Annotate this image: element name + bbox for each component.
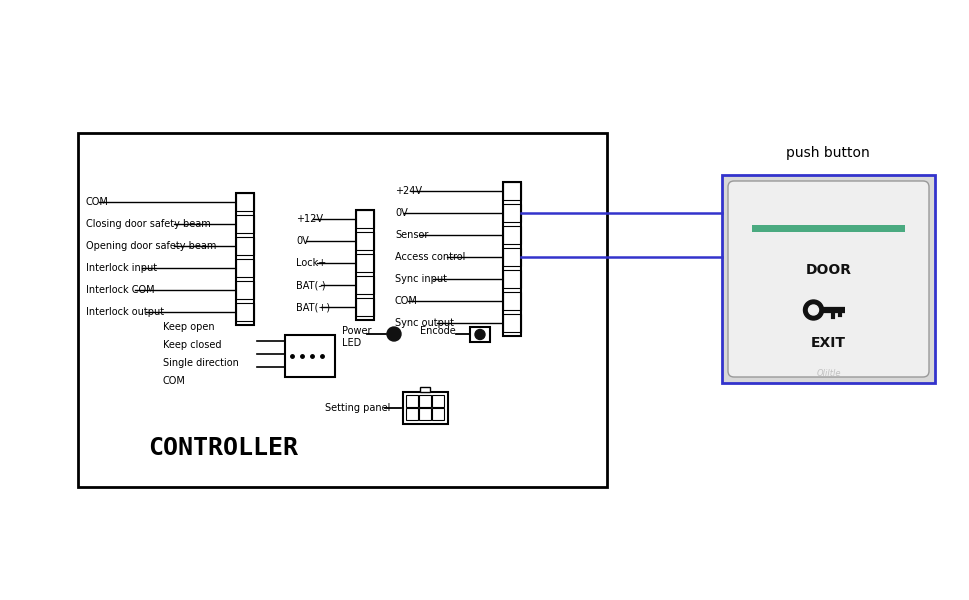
Bar: [503, 248, 520, 266]
Circle shape: [475, 329, 484, 340]
Bar: [419, 408, 430, 420]
Bar: [235, 303, 254, 321]
Bar: [503, 314, 520, 332]
Text: Closing door safety beam: Closing door safety beam: [86, 219, 210, 229]
Bar: [356, 254, 374, 272]
Bar: [431, 408, 444, 420]
Bar: [419, 395, 430, 407]
Bar: [235, 281, 254, 299]
Text: +12V: +12V: [296, 214, 323, 224]
Text: Encode: Encode: [420, 326, 455, 336]
FancyBboxPatch shape: [728, 181, 928, 377]
Text: Sensor: Sensor: [394, 230, 428, 240]
Text: Power: Power: [342, 326, 371, 336]
Text: Oliltle: Oliltle: [815, 368, 840, 377]
Bar: [503, 204, 520, 222]
Bar: [356, 210, 374, 228]
Bar: [503, 270, 520, 288]
Text: COM: COM: [394, 296, 418, 306]
Bar: [503, 292, 520, 310]
Text: Opening door safety beam: Opening door safety beam: [86, 241, 216, 251]
Text: LED: LED: [342, 338, 360, 348]
Text: CONTROLLER: CONTROLLER: [148, 436, 297, 460]
Bar: [235, 193, 254, 211]
Bar: [356, 232, 374, 250]
Text: Interlock output: Interlock output: [86, 307, 164, 317]
Text: +24V: +24V: [394, 186, 422, 196]
Circle shape: [387, 327, 400, 341]
Bar: [78, 133, 607, 487]
Bar: [751, 225, 904, 232]
Text: 0V: 0V: [394, 208, 407, 218]
Text: Interlock COM: Interlock COM: [86, 285, 154, 295]
Bar: [503, 226, 520, 244]
Bar: [503, 182, 520, 200]
Bar: [285, 335, 334, 377]
Text: Keep closed: Keep closed: [163, 340, 221, 350]
Bar: [402, 392, 448, 424]
Text: BAT(-): BAT(-): [296, 280, 326, 290]
Text: Interlock input: Interlock input: [86, 263, 157, 273]
Bar: [356, 298, 374, 316]
Text: Single direction: Single direction: [163, 358, 238, 368]
Text: Keep open: Keep open: [163, 322, 214, 332]
Bar: [235, 215, 254, 233]
Bar: [235, 193, 254, 325]
Text: Sync output: Sync output: [394, 318, 453, 328]
Text: Lock+: Lock+: [296, 258, 326, 268]
Text: Sync input: Sync input: [394, 274, 447, 284]
Circle shape: [808, 305, 818, 315]
Text: DOOR: DOOR: [804, 263, 851, 277]
Text: Setting panel: Setting panel: [325, 403, 390, 413]
Bar: [721, 175, 934, 383]
Text: 0V: 0V: [296, 236, 308, 246]
Bar: [421, 387, 430, 392]
Bar: [356, 276, 374, 294]
Bar: [406, 395, 418, 407]
Bar: [503, 182, 520, 336]
Text: COM: COM: [86, 197, 109, 207]
Bar: [235, 237, 254, 255]
Text: Access control: Access control: [394, 252, 465, 262]
Bar: [356, 210, 374, 320]
Text: push button: push button: [785, 146, 869, 160]
Bar: [431, 395, 444, 407]
Bar: [406, 408, 418, 420]
Circle shape: [802, 300, 823, 320]
Text: EXIT: EXIT: [810, 336, 845, 350]
Bar: [470, 327, 489, 342]
Bar: [235, 259, 254, 277]
Text: COM: COM: [163, 376, 186, 386]
Text: BAT(+): BAT(+): [296, 302, 329, 312]
